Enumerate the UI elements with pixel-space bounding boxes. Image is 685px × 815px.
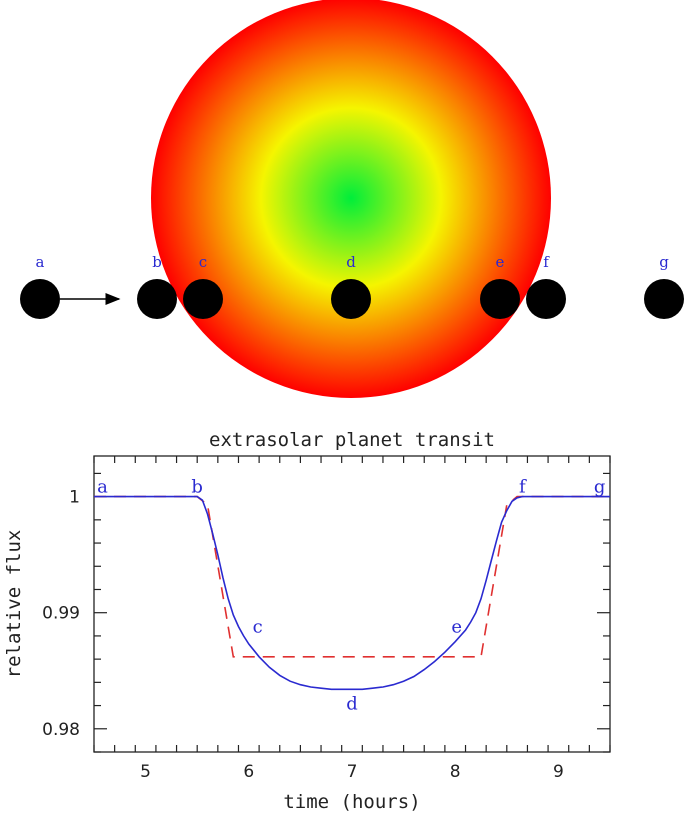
x-tick-label: 9 <box>553 762 564 782</box>
x-tick-label: 8 <box>450 762 461 782</box>
annotation-label: c <box>253 617 263 638</box>
planet-label-a: a <box>36 253 45 271</box>
planet-label-b: b <box>152 253 162 271</box>
x-tick-label: 7 <box>347 762 358 782</box>
x-tick-label: 5 <box>140 762 151 782</box>
transit-diagram: a b c d e f g <box>20 0 684 398</box>
annotation-label: a <box>97 477 108 498</box>
annotation-label: d <box>346 693 358 714</box>
planet-label-g: g <box>659 253 669 271</box>
planet-b <box>137 279 177 319</box>
planet-d <box>331 279 371 319</box>
x-axis-label: time (hours) <box>283 791 420 813</box>
y-tick-label: 1 <box>69 488 80 508</box>
planet-a <box>20 279 60 319</box>
annotation-label: e <box>451 617 462 638</box>
planet-f <box>526 279 566 319</box>
chart-title: extrasolar planet transit <box>209 429 495 451</box>
light-curve-chart: extrasolar planet transit 5 6 7 8 9 0.98… <box>3 429 611 813</box>
point-annotations: a b c d e f g <box>97 477 605 715</box>
x-tick-labels: 5 6 7 8 9 <box>140 762 564 782</box>
y-tick-labels: 0.98 0.99 1 <box>42 488 80 740</box>
planet-e <box>480 279 520 319</box>
annotation-label: b <box>191 477 203 498</box>
x-tick-label: 6 <box>243 762 254 782</box>
series-line-observed <box>94 495 610 691</box>
axis-ticks <box>93 456 611 753</box>
plot-frame <box>93 455 611 753</box>
planet-g <box>644 279 684 319</box>
planet-label-d: d <box>346 253 356 271</box>
planet-label-e: e <box>496 253 505 271</box>
y-tick-label: 0.98 <box>42 720 80 740</box>
y-tick-label: 0.99 <box>42 604 80 624</box>
planet-label-f: f <box>543 253 550 271</box>
planet-label-c: c <box>199 253 207 271</box>
planet-c <box>183 279 223 319</box>
star-disk <box>151 0 551 398</box>
y-axis-label: relative flux <box>3 530 25 679</box>
annotation-label: g <box>594 477 606 498</box>
series-line-model-dashed <box>94 495 610 658</box>
annotation-label: f <box>519 477 527 498</box>
